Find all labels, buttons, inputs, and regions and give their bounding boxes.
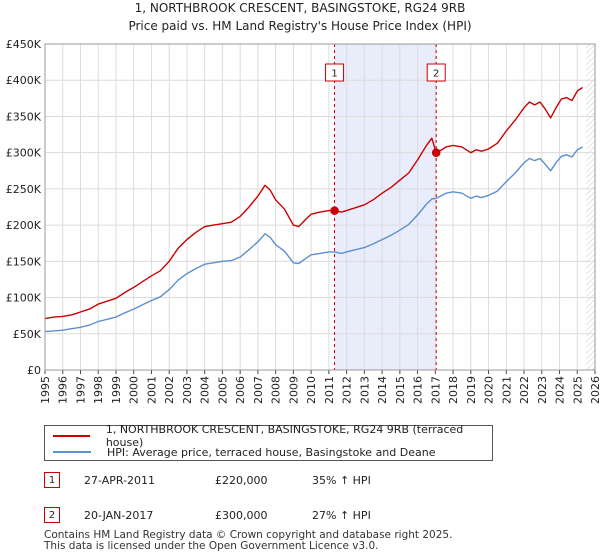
y-tick-label: £400K [6, 74, 42, 87]
x-tick-label: 2026 [589, 376, 600, 404]
legend-swatch-property [53, 435, 90, 437]
x-tick-label: 2010 [305, 376, 318, 404]
sale-row: 2 20-JAN-2017 £300,000 27% ↑ HPI [44, 505, 444, 527]
x-tick-label: 2004 [199, 376, 212, 404]
y-tick-label: £350K [6, 110, 42, 123]
series-lines [44, 86, 583, 333]
sale-date: 27-APR-2011 [84, 474, 156, 487]
x-tick-label: 1998 [92, 376, 105, 404]
x-tick-label: 2009 [287, 376, 300, 404]
sale-date: 20-JAN-2017 [84, 509, 154, 522]
grid-lines [44, 43, 596, 371]
legend-label-property: 1, NORTHBROOK CRESCENT, BASINGSTOKE, RG2… [105, 423, 464, 449]
x-tick-label: 2000 [128, 376, 141, 404]
x-tick-label: 1996 [57, 376, 70, 404]
price-chart: 1, NORTHBROOK CRESCENT, BASINGSTOKE, RG2… [6, 1, 600, 404]
x-tick-label: 2012 [341, 376, 354, 404]
y-tick-label: £300K [6, 147, 42, 160]
shaded-ownership-period [334, 44, 437, 370]
sale-number-badge: 1 [44, 472, 60, 488]
legend-item-hpi: HPI: Average price, terraced house, Basi… [53, 444, 435, 460]
chart-subtitle: Price paid vs. HM Land Registry's House … [128, 19, 471, 33]
sale-point [330, 206, 339, 215]
legend-item-property: 1, NORTHBROOK CRESCENT, BASINGSTOKE, RG2… [53, 423, 492, 449]
forecast-hatch-area [586, 44, 595, 370]
y-tick-label: £150K [6, 255, 42, 268]
sale-price: £220,000 [215, 474, 268, 487]
y-tick-label: £200K [6, 219, 42, 232]
legend-label-hpi: HPI: Average price, terraced house, Basi… [107, 445, 436, 459]
hpi-series-line [44, 146, 583, 333]
y-tick-label: £250K [6, 183, 42, 196]
x-tick-label: 1999 [110, 376, 123, 404]
y-tick-label: £0 [27, 364, 41, 377]
y-tick-label: £450K [6, 38, 42, 51]
footer-line-2: This data is licensed under the Open Gov… [44, 540, 379, 552]
x-tick-label: 2020 [483, 376, 496, 404]
sale-points [330, 148, 441, 215]
x-tick-label: 2015 [394, 376, 407, 404]
y-tick-label: £50K [13, 328, 42, 341]
x-tick-label: 2016 [412, 376, 425, 404]
x-tick-label: 2025 [571, 376, 584, 404]
sale-number-badge: 2 [44, 507, 60, 523]
x-tick-label: 2018 [447, 376, 460, 404]
sale-marker-box [426, 63, 446, 82]
x-tick-label: 1997 [74, 376, 87, 404]
legend-swatch-hpi [53, 451, 91, 453]
x-tick-label: 1995 [39, 376, 52, 404]
x-tick-label: 2011 [323, 376, 336, 404]
x-tick-label: 2014 [376, 376, 389, 404]
x-tick-label: 2007 [252, 376, 265, 404]
property-series-line [44, 86, 583, 320]
chart-title: 1, NORTHBROOK CRESCENT, BASINGSTOKE, RG2… [135, 1, 466, 15]
footer-line-1: Contains HM Land Registry data © Crown c… [44, 529, 453, 541]
sale-marker-box [325, 63, 345, 82]
x-tick-label: 2005 [216, 376, 229, 404]
sale-price: £300,000 [215, 509, 268, 522]
sale-hpi-change: 27% ↑ HPI [312, 509, 371, 522]
x-tick-label: 2023 [536, 376, 549, 404]
sale-row: 1 27-APR-2011 £220,000 35% ↑ HPI [44, 470, 444, 492]
x-tick-label: 2017 [429, 376, 442, 404]
sale-marker-label: 1 [331, 69, 337, 80]
y-tick-label: £100K [6, 292, 42, 305]
footer-attribution: Contains HM Land Registry data © Crown c… [44, 530, 452, 552]
x-tick-label: 2002 [163, 376, 176, 404]
sale-hpi-change: 35% ↑ HPI [312, 474, 371, 487]
x-tick-label: 2003 [181, 376, 194, 404]
x-tick-label: 2013 [358, 376, 371, 404]
sale-point [431, 148, 441, 157]
legend: 1, NORTHBROOK CRESCENT, BASINGSTOKE, RG2… [44, 423, 493, 461]
plot-frame [44, 43, 596, 371]
x-tick-label: 2022 [518, 376, 531, 404]
x-tick-label: 2019 [465, 376, 478, 404]
x-tick-label: 2021 [500, 376, 513, 404]
x-tick-label: 2001 [145, 376, 158, 404]
x-tick-label: 2024 [554, 376, 567, 404]
axes: £0 £50K £100K £150K £200K £250K £300K £350K £400… [6, 38, 600, 404]
x-tick-label: 2008 [270, 376, 283, 404]
sale-marker-label: 2 [433, 69, 439, 80]
x-tick-label: 2006 [234, 376, 247, 404]
